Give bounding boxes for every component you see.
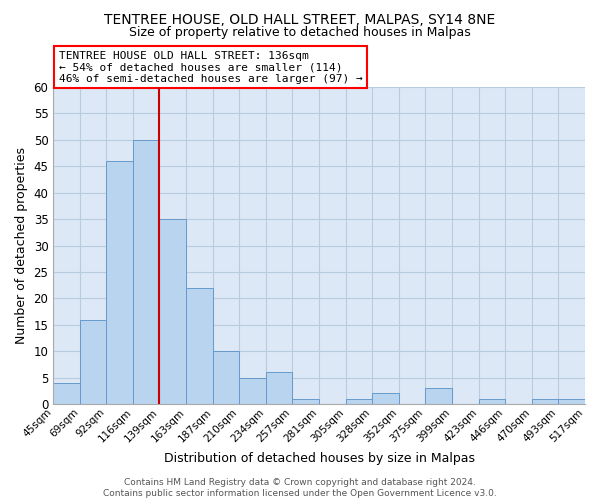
Bar [346,398,372,404]
Bar [213,351,239,404]
Bar [532,398,558,404]
Bar [133,140,159,404]
Bar [425,388,452,404]
Bar [80,320,106,404]
Text: Contains HM Land Registry data © Crown copyright and database right 2024.
Contai: Contains HM Land Registry data © Crown c… [103,478,497,498]
X-axis label: Distribution of detached houses by size in Malpas: Distribution of detached houses by size … [164,452,475,465]
Text: TENTREE HOUSE OLD HALL STREET: 136sqm
← 54% of detached houses are smaller (114): TENTREE HOUSE OLD HALL STREET: 136sqm ← … [59,50,362,84]
Bar [106,161,133,404]
Text: Size of property relative to detached houses in Malpas: Size of property relative to detached ho… [129,26,471,39]
Bar [239,378,266,404]
Bar [292,398,319,404]
Bar [558,398,585,404]
Text: TENTREE HOUSE, OLD HALL STREET, MALPAS, SY14 8NE: TENTREE HOUSE, OLD HALL STREET, MALPAS, … [104,12,496,26]
Bar [186,288,213,404]
Bar [159,219,186,404]
Bar [372,394,399,404]
Bar [53,383,80,404]
Y-axis label: Number of detached properties: Number of detached properties [15,147,28,344]
Bar [479,398,505,404]
Bar [266,372,292,404]
